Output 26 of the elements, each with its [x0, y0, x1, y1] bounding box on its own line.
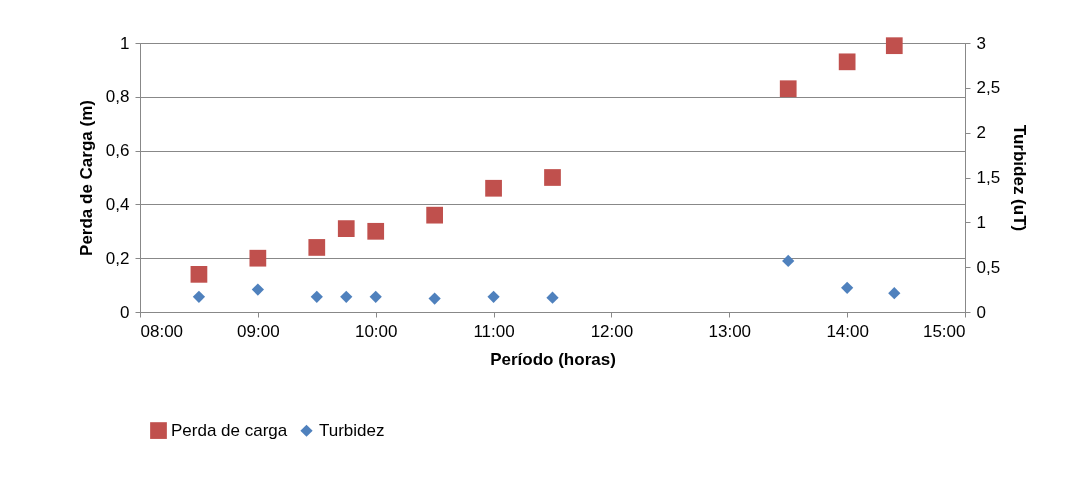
legend-label: Turbidez: [319, 420, 385, 440]
y-tick-label: 0: [120, 302, 130, 322]
y-tick-label: 0,6: [105, 141, 130, 161]
y-axis-title: Perda de Carga (m): [76, 100, 96, 256]
y2-tick-label: 3: [976, 33, 986, 53]
x-tick-label: 15:00: [922, 321, 966, 341]
y2-tick-label: 2,5: [976, 78, 1001, 98]
x-tick-label: 09:00: [237, 321, 280, 341]
y-tick-label: 0,8: [105, 87, 130, 107]
x-tick-label: 13:00: [708, 321, 752, 341]
y-tick-label: 0,2: [105, 248, 130, 268]
x-axis-title: Período (horas): [490, 349, 616, 369]
y2-tick-label: 1,5: [976, 168, 1001, 187]
y2-tick-label: 0,5: [976, 257, 1001, 277]
y2-tick-label: 0: [976, 302, 986, 322]
x-tick-label: 11:00: [473, 321, 515, 341]
y2-tick-label: 2: [976, 123, 986, 143]
y2-axis-title: Turbidez (uT): [1010, 124, 1030, 232]
y2-tick-label: 1: [976, 212, 986, 232]
y-tick-label: 1: [120, 33, 130, 53]
x-tick-label: 10:00: [354, 321, 398, 341]
legend-label: Perda de carga: [171, 420, 288, 440]
y-tick-label: 0,4: [105, 194, 130, 214]
x-tick-label: 12:00: [590, 321, 634, 341]
x-tick-label: 08:00: [140, 321, 184, 341]
x-tick-label: 14:00: [826, 321, 869, 341]
